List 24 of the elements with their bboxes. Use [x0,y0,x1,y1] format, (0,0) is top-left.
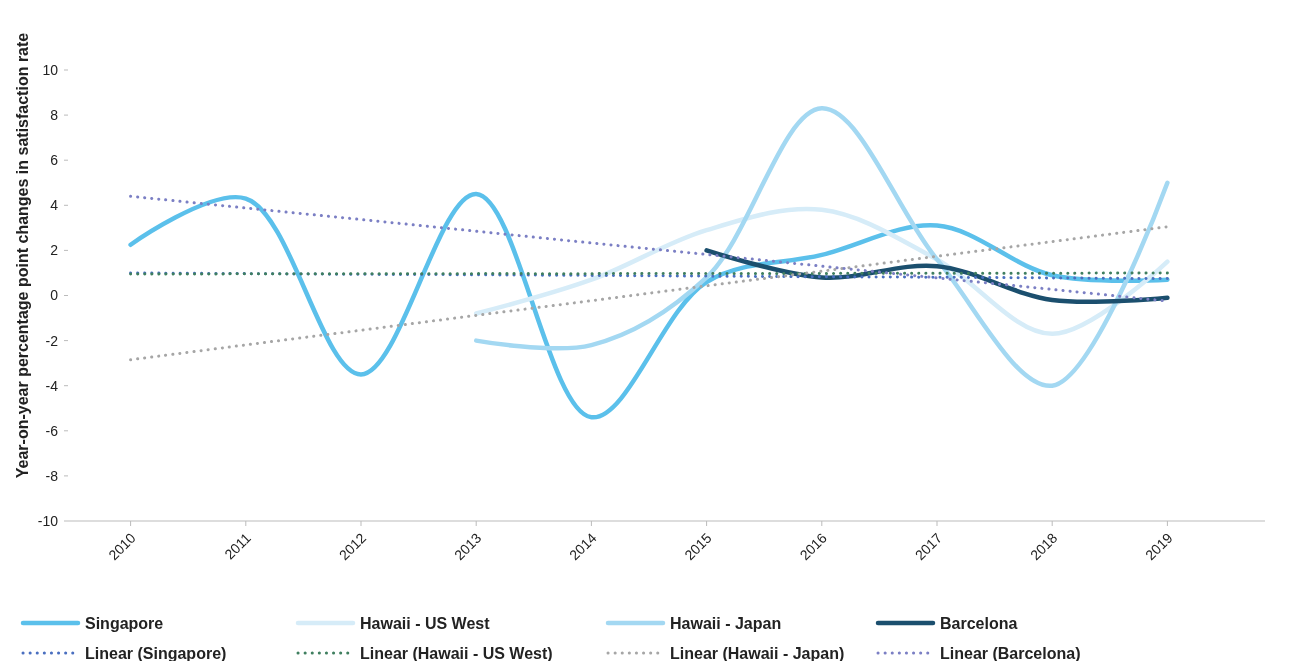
line-series [128,191,1170,420]
y-tick-label: 0 [50,287,59,304]
y-tick-label: -10 [37,512,59,529]
line-series [129,225,1169,362]
legend-label: Linear (Hawaii - US West) [360,644,553,662]
y-axis-title: Year-on-year percentage point changes in satisfaction rate [14,32,31,479]
line-series [473,106,1170,388]
legend-label: Linear (Singapore) [85,644,227,662]
y-tick-label: -6 [45,422,59,439]
y-tick-label: -2 [45,332,59,349]
legend-label: Linear (Hawaii - Japan) [670,644,845,662]
y-tick-label: 4 [50,197,59,214]
legend-label: Hawaii - US West [360,614,491,632]
line-series [473,206,1170,337]
legend-label: Barcelona [940,614,1018,632]
y-tick-label: 8 [50,107,59,123]
legend-label: Hawaii - Japan [670,614,782,632]
y-tick-label: -4 [45,377,59,394]
y-tick-label: 10 [42,61,59,78]
legend-label: Linear (Barcelona) [940,644,1081,662]
y-tick-label: 6 [50,152,59,169]
y-tick-label: -8 [45,467,59,484]
y-tick-label: 2 [50,242,59,259]
legend-label: Singapore [85,614,164,632]
